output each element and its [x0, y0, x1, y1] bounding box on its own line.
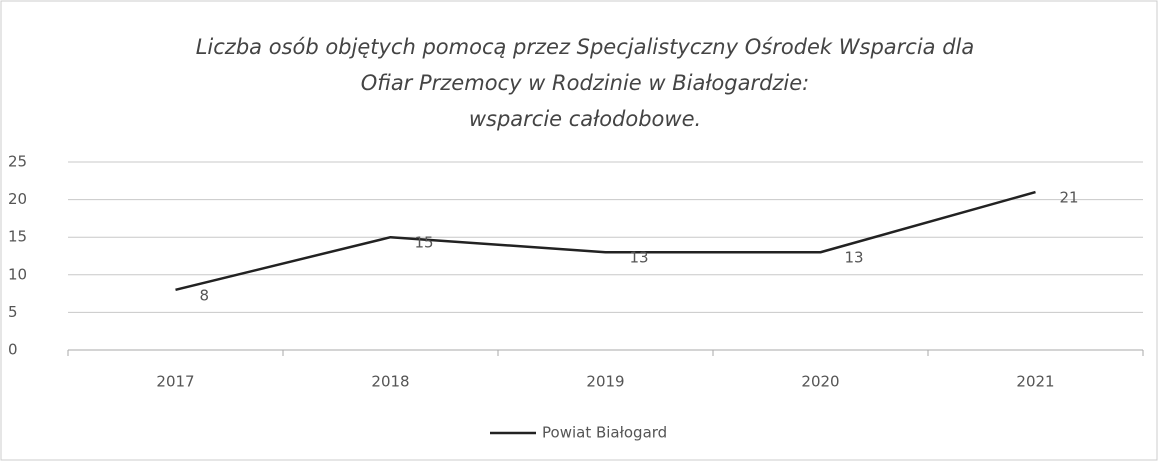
x-tick-label: 2020: [801, 373, 839, 391]
data-label: 21: [1060, 189, 1079, 207]
y-tick-label: 25: [8, 153, 27, 171]
legend-label: Powiat Białogard: [542, 424, 667, 442]
data-label: 13: [630, 249, 649, 267]
x-tick-label: 2021: [1016, 373, 1054, 391]
y-tick-label: 15: [8, 228, 27, 246]
data-label: 15: [415, 234, 434, 252]
y-tick-label: 20: [8, 190, 27, 208]
y-tick-label: 10: [8, 265, 27, 283]
y-tick-label: 0: [8, 341, 18, 359]
chart-title: Liczba osób objętych pomocą przez Specja…: [196, 35, 975, 59]
data-line: [175, 190, 1036, 292]
data-label: 13: [845, 249, 864, 267]
chart-title: Ofiar Przemocy w Rodzinie w Białogardzie…: [361, 71, 810, 95]
y-tick-label: 5: [8, 303, 18, 321]
x-tick-label: 2019: [586, 373, 624, 391]
data-label: 8: [200, 286, 210, 304]
chart-title: wsparcie całodobowe.: [469, 107, 701, 131]
x-tick-label: 2018: [371, 373, 409, 391]
x-tick-label: 2017: [156, 373, 194, 391]
